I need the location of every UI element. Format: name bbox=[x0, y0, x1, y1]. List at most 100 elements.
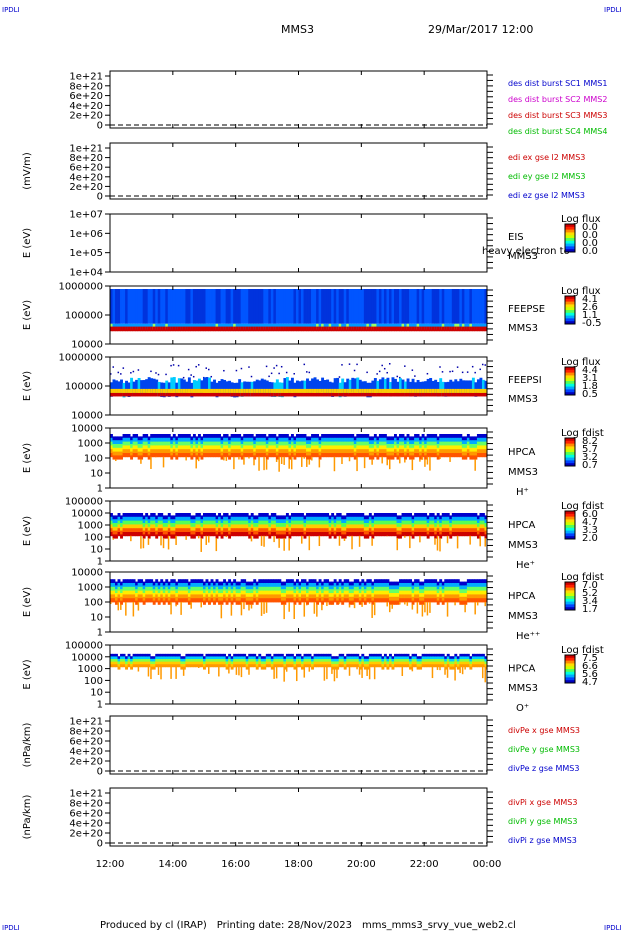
heat-cell bbox=[414, 392, 418, 397]
heat-cell bbox=[253, 440, 257, 445]
heat-cell bbox=[454, 388, 458, 393]
colorbar-cell-7 bbox=[565, 607, 575, 611]
heat-cell bbox=[192, 449, 196, 454]
heat-cell bbox=[200, 526, 204, 531]
heat-cell bbox=[278, 653, 282, 657]
heat-cell bbox=[361, 392, 365, 397]
heat-cell bbox=[371, 289, 375, 324]
heat-cell bbox=[180, 520, 184, 525]
heat-cell bbox=[248, 600, 252, 605]
colorbar-cell-3 bbox=[565, 301, 575, 305]
heat-cell bbox=[449, 663, 453, 667]
heat-cell bbox=[404, 535, 406, 538]
heat-cell bbox=[255, 453, 259, 458]
heat-cell bbox=[140, 513, 144, 518]
heat-cell bbox=[308, 524, 312, 529]
heat-cell bbox=[479, 453, 483, 458]
heat-cell bbox=[346, 437, 350, 442]
heat-cell bbox=[240, 532, 244, 537]
heat-cell bbox=[331, 669, 333, 674]
heat-cell bbox=[461, 656, 465, 660]
heat-cell bbox=[223, 392, 227, 397]
instrument-label-7: He⁺⁺ bbox=[516, 631, 540, 642]
heat-cell bbox=[172, 441, 176, 446]
heat-cell bbox=[260, 594, 264, 599]
heat-cell bbox=[318, 532, 322, 537]
heat-cell bbox=[135, 326, 139, 332]
heat-cell bbox=[213, 289, 216, 324]
panel-frame-2 bbox=[109, 213, 488, 273]
heat-cell bbox=[275, 661, 279, 665]
heat-cell bbox=[484, 590, 488, 595]
heat-cell bbox=[318, 513, 322, 518]
heat-cell bbox=[399, 526, 402, 531]
heat-cell bbox=[346, 659, 350, 663]
heat-cell bbox=[341, 392, 345, 397]
heat-cell bbox=[311, 656, 314, 660]
heat-cell bbox=[419, 459, 421, 462]
heat-cell bbox=[275, 379, 279, 394]
colorbar-title-5: Log fdist bbox=[561, 428, 604, 439]
heat-cell bbox=[142, 656, 146, 660]
heat-cell bbox=[147, 659, 151, 663]
heat-cell bbox=[177, 656, 181, 660]
heat-cell bbox=[336, 392, 340, 397]
heat-cell bbox=[208, 589, 211, 594]
heat-cell bbox=[270, 388, 274, 393]
heat-cell bbox=[401, 379, 405, 395]
heat-cell bbox=[258, 392, 262, 397]
heat-cell bbox=[170, 364, 172, 367]
heat-cell bbox=[313, 326, 317, 332]
heat-cell bbox=[218, 656, 221, 660]
heat-cell bbox=[414, 664, 418, 668]
heat-cell bbox=[190, 515, 194, 520]
heat-cell bbox=[411, 593, 415, 598]
heat-cell bbox=[170, 583, 174, 588]
heat-cell bbox=[449, 392, 453, 397]
heat-cell bbox=[155, 579, 159, 584]
heat-cell bbox=[238, 528, 242, 533]
heat-cell bbox=[326, 583, 330, 588]
heat-cell bbox=[205, 441, 209, 446]
heat-cell bbox=[404, 436, 407, 441]
heat-cell bbox=[125, 602, 127, 616]
heat-cell bbox=[265, 459, 268, 470]
heat-cell bbox=[368, 444, 372, 449]
heat-cell bbox=[474, 524, 478, 529]
heat-cell bbox=[263, 434, 267, 439]
y-axis-label-4: E (eV) bbox=[22, 371, 33, 401]
heat-cell bbox=[308, 586, 312, 591]
heat-cell bbox=[157, 656, 161, 660]
heat-cell bbox=[421, 445, 425, 450]
heat-cell bbox=[358, 388, 362, 393]
heat-cell bbox=[298, 326, 302, 332]
heat-cell bbox=[170, 451, 174, 456]
heat-cell bbox=[341, 388, 345, 393]
heat-cell bbox=[147, 526, 151, 531]
heat-cell bbox=[466, 380, 470, 395]
heat-cell bbox=[431, 449, 435, 454]
heat-cell bbox=[172, 656, 176, 660]
heat-cell bbox=[260, 453, 264, 458]
colorbar-cell-6 bbox=[565, 527, 575, 532]
heat-cell bbox=[439, 515, 443, 520]
colorbar-title-6: Log fdist bbox=[561, 501, 604, 512]
heat-cell bbox=[165, 380, 169, 396]
heat-cell bbox=[223, 583, 227, 588]
heat-cell bbox=[215, 598, 219, 603]
heat-cell bbox=[180, 658, 184, 662]
heat-cell bbox=[456, 598, 460, 603]
heat-cell bbox=[321, 388, 325, 393]
heat-cell bbox=[466, 449, 470, 454]
heat-cell bbox=[414, 594, 418, 599]
colorbar-cell-4 bbox=[565, 383, 575, 388]
heat-cell bbox=[439, 579, 443, 584]
heat-cell bbox=[295, 289, 299, 324]
heat-cell bbox=[456, 524, 460, 529]
heat-cell bbox=[414, 513, 418, 518]
heat-cell bbox=[459, 449, 463, 454]
heat-cell bbox=[185, 664, 189, 668]
heat-cell bbox=[208, 326, 211, 332]
heat-cell bbox=[331, 453, 335, 458]
heat-cell bbox=[140, 455, 144, 460]
